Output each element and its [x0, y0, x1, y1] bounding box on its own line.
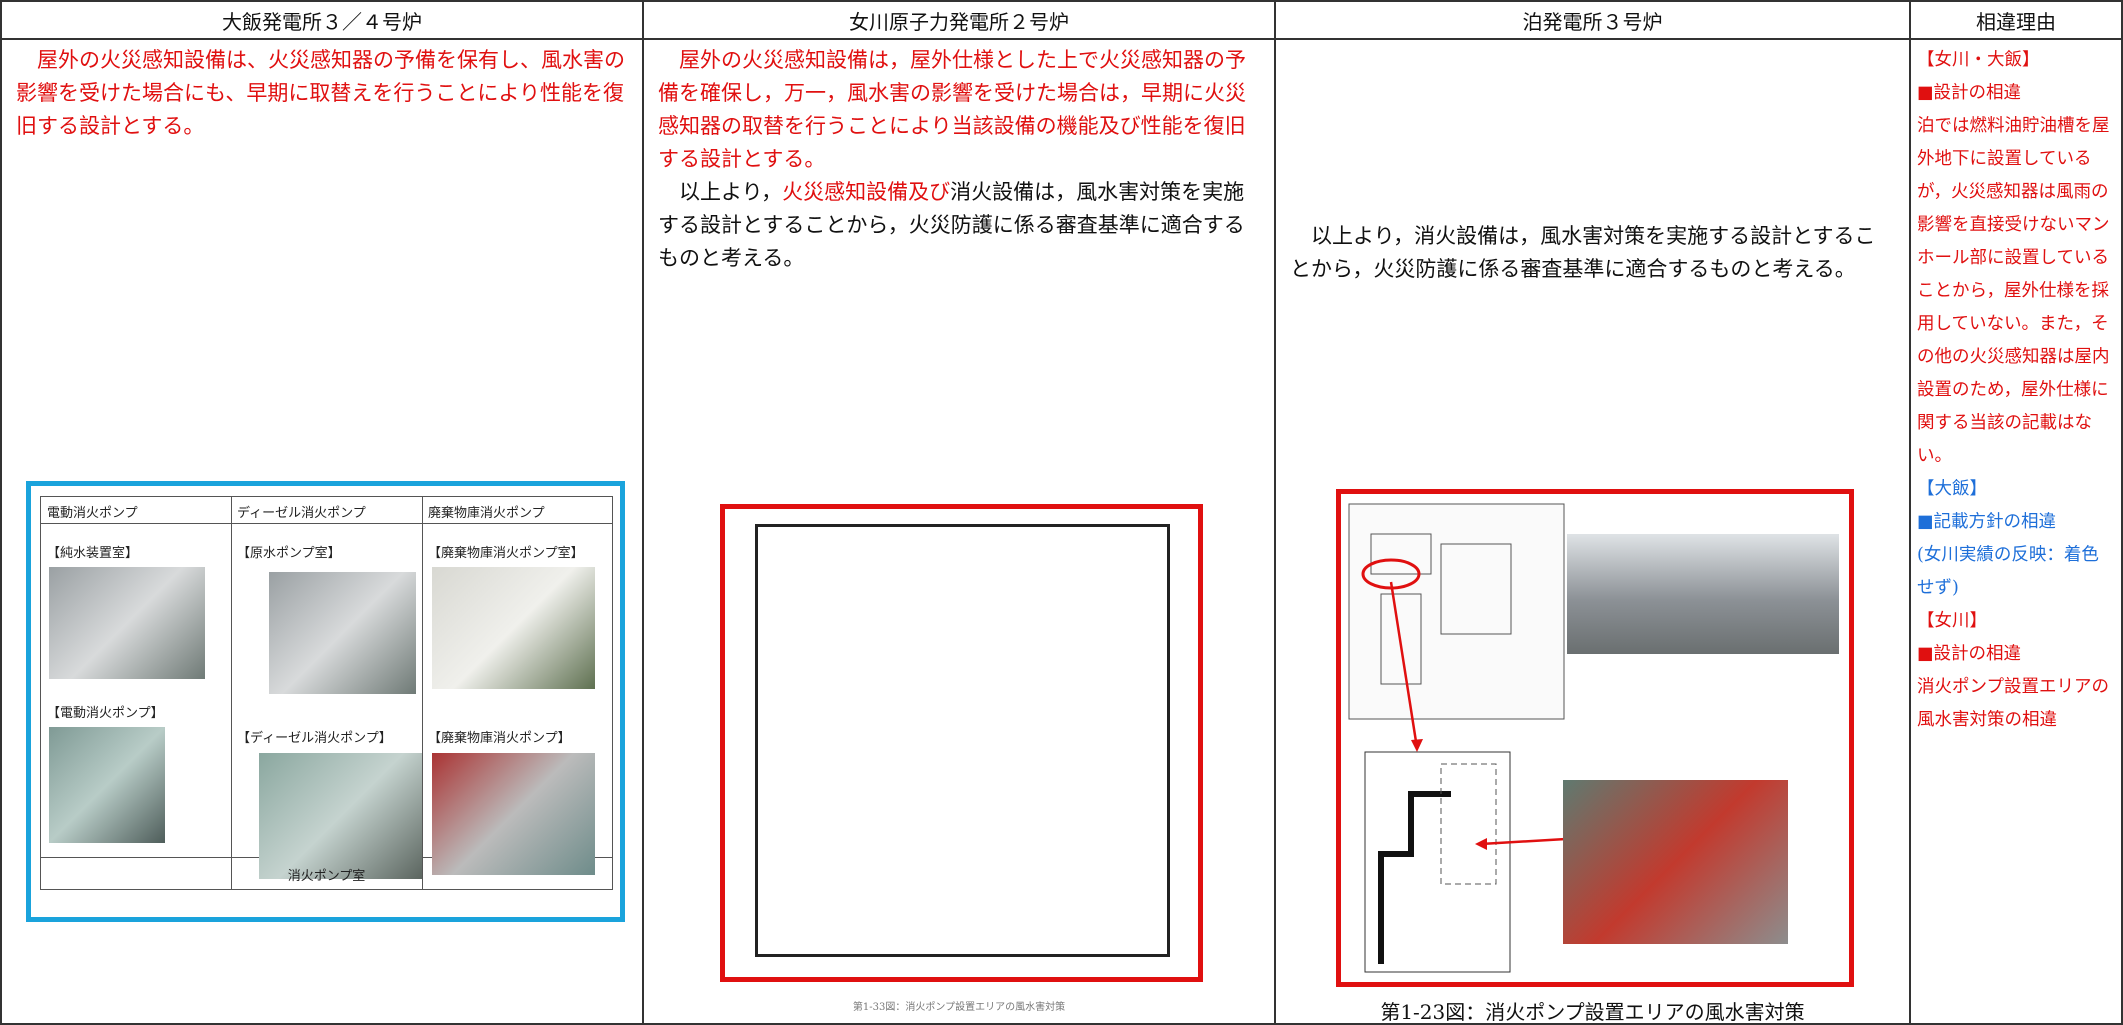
column: 相違理由 【女川・大飯】 ■設計の相違 泊では燃料油貯油槽を屋外地下に設置しているが…	[1909, 0, 2123, 1023]
photo-label: 【純水装置室】	[47, 546, 139, 561]
reason-line: ■設計の相違	[1917, 83, 2022, 103]
table-border	[0, 1023, 2123, 1025]
figure-caption: 消火ポンプ室	[287, 869, 366, 884]
header-cell: 泊発電所３号炉	[1276, 0, 1909, 40]
reason-line: 消火ポンプ設置エリアの風水害対策の相違	[1917, 677, 2109, 730]
header-cell: 相違理由	[1911, 0, 2121, 40]
photo-label: 【電動消火ポンプ】	[47, 706, 164, 721]
reason-line: 泊では燃料油貯油槽を屋外地下に設置しているが，火災感知器は風雨の影響を直接受けな…	[1917, 116, 2110, 466]
figure	[720, 504, 1203, 982]
text-run: 以上より，消火設備は，風水害対策を実施する設計とすることから，火災防護に係る審査…	[1290, 224, 1876, 281]
photo	[1567, 534, 1839, 654]
photo	[1563, 780, 1788, 944]
figure: 電動消火ポンプ ディーゼル消火ポンプ 廃棄物庫消火ポンプ 【純水装置室】 【電動…	[26, 481, 625, 922]
photo	[432, 567, 595, 689]
figure-caption: 第1-33図：消火ポンプ設置エリアの風水害対策	[852, 1002, 1066, 1013]
text-run: 以上より，	[679, 180, 783, 204]
text-run: 消火設備は，風水害対策を実施する設計とすることから，火災防護に係る審査基準に適合…	[658, 180, 1245, 270]
column: 大飯発電所３／４号炉 屋外の火災感知設備は、火災感知器の予備を保有し、風水害の影…	[0, 0, 642, 1023]
photo	[49, 727, 165, 843]
photo	[49, 567, 205, 679]
reason-line: 【大飯】	[1917, 479, 1987, 499]
cell-text: 屋外の火災感知設備は、火災感知器の予備を保有し、風水害の影響を受けた場合にも、早…	[2, 40, 642, 143]
figure-header: 廃棄物庫消火ポンプ	[428, 506, 545, 521]
photo-label: 【ディーゼル消火ポンプ】	[237, 731, 392, 746]
photo	[259, 753, 422, 879]
cell-text: 以上より，消火設備は，風水害対策を実施する設計とすることから，火災防護に係る審査…	[1276, 40, 1909, 286]
reason-line: (女川実績の反映：着色せず)	[1917, 545, 2099, 598]
figure-table: 電動消火ポンプ ディーゼル消火ポンプ 廃棄物庫消火ポンプ 【純水装置室】 【電動…	[40, 496, 613, 890]
photo	[432, 753, 595, 875]
photo	[269, 572, 416, 694]
reason-line: ■設計の相違	[1917, 644, 2022, 664]
cell-text: 屋外の火災感知設備は，屋外仕様とした上で火災感知器の予備を確保し，万一，風水害の…	[644, 40, 1274, 275]
reason-line: ■記載方針の相違	[1917, 512, 2057, 532]
cell-text: 【女川・大飯】 ■設計の相違 泊では燃料油貯油槽を屋外地下に設置しているが，火災感知…	[1911, 40, 2121, 741]
paragraph: 屋外の火災感知設備は、火災感知器の予備を保有し、風水害の影響を受けた場合にも、早…	[16, 44, 628, 143]
figure-caption: 第1-23図：消火ポンプ設置エリアの風水害対策	[1380, 1000, 1805, 1024]
column: 女川原子力発電所２号炉 屋外の火災感知設備は，屋外仕様とした上で火災感知器の予備…	[642, 0, 1274, 1023]
photo-label: 【原水ポンプ室】	[237, 546, 341, 561]
text-run: 火災感知設備及び	[782, 180, 951, 204]
photo-label: 【廃棄物庫消火ポンプ室】	[428, 546, 584, 561]
figure-header: 電動消火ポンプ	[47, 506, 138, 521]
paragraph: 屋外の火災感知設備は，屋外仕様とした上で火災感知器の予備を確保し，万一，風水害の…	[658, 44, 1260, 176]
figure-drawing	[1348, 503, 1567, 973]
text-run: 屋外の火災感知設備は，屋外仕様とした上で火災感知器の予備を確保し，万一，風水害の…	[658, 48, 1246, 171]
header-cell: 大飯発電所３／４号炉	[2, 0, 642, 40]
paragraph: 以上より，消火設備は，風水害対策を実施する設計とすることから，火災防護に係る審査…	[1290, 220, 1895, 286]
paragraph: 以上より，火災感知設備及び消火設備は，風水害対策を実施する設計とすることから，火…	[658, 176, 1260, 275]
reason-line: 【女川・大飯】	[1917, 50, 2040, 70]
figure-header: ディーゼル消火ポンプ	[237, 506, 366, 521]
column: 泊発電所３号炉 以上より，消火設備は，風水害対策を実施する設計とすることから，火…	[1274, 0, 1909, 1024]
photo-label: 【廃棄物庫消火ポンプ】	[428, 731, 571, 746]
figure	[1336, 489, 1854, 987]
text-run: 屋外の火災感知設備は、火災感知器の予備を保有し、風水害の影響を受けた場合にも、早…	[16, 48, 625, 138]
reason-line: 【女川】	[1917, 611, 1987, 631]
header-cell: 女川原子力発電所２号炉	[644, 0, 1274, 40]
